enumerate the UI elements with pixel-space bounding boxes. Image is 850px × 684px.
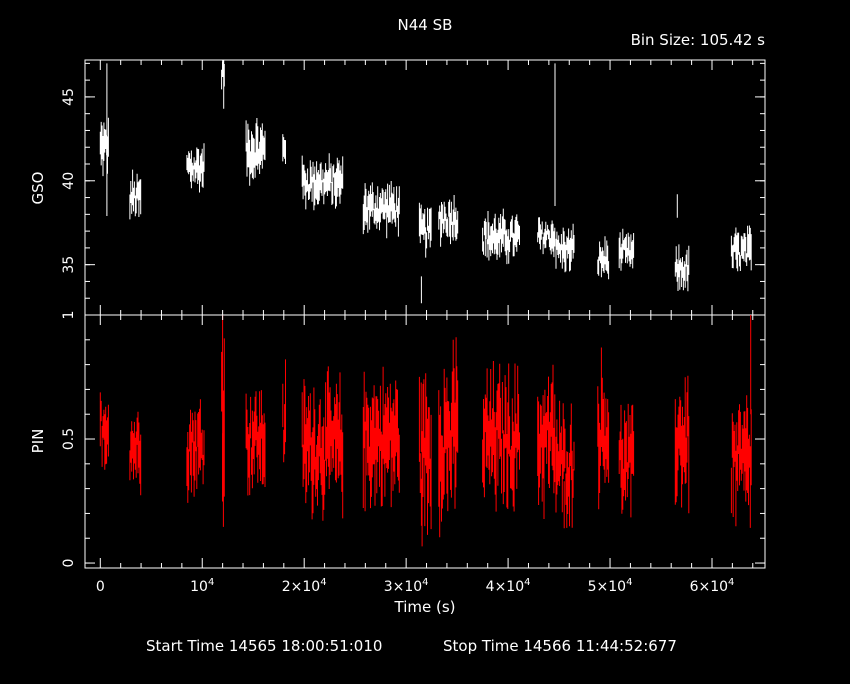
pin-data-segment [674, 375, 690, 514]
x-tick-label: 4×104 [486, 577, 531, 595]
gso-data-segment [129, 169, 142, 220]
gso-tick-label: 35 [61, 256, 77, 274]
gso-data-segment [555, 223, 575, 273]
gso-axis-label: GSO [29, 172, 47, 205]
pin-data-segment [301, 366, 344, 521]
pin-data-segment [99, 392, 109, 470]
gso-panel: 35 40 45 GSO [29, 59, 766, 316]
gso-data-segment [186, 143, 205, 193]
pin-data-segment [418, 373, 432, 547]
x-tick-labels: 0 104 2×104 3×104 4×104 5×104 6×104 [96, 577, 735, 595]
stop-time-text: Stop Time 14566 11:44:52:677 [443, 637, 677, 655]
gso-data-segment [597, 236, 610, 280]
pin-frame [84, 314, 766, 569]
x-tick-label: 104 [190, 577, 214, 595]
gso-data-segment [438, 195, 459, 247]
pin-tick-group: 00.51 [61, 311, 765, 568]
gso-tick-label: 40 [61, 172, 77, 190]
gso-data-segment [674, 194, 690, 292]
start-time-text: Start Time 14565 18:00:51:010 [146, 637, 382, 655]
pin-tick-label: 1 [61, 311, 77, 320]
gso-data-segment [99, 63, 109, 216]
pin-data-segment [129, 411, 142, 496]
gso-data-segment [282, 134, 286, 164]
pin-data-segment [438, 337, 459, 538]
gso-tick-group: 35 40 45 [61, 62, 765, 316]
pin-data-segment [730, 315, 752, 528]
x-tick-label: 5×104 [588, 577, 633, 595]
pin-data-segment [597, 347, 610, 510]
x-tick-label: 6×104 [690, 577, 735, 595]
pin-data-segment [618, 403, 635, 518]
x-tick-label: 0 [96, 579, 105, 595]
gso-data-segment [418, 202, 432, 304]
gso-frame [84, 59, 766, 316]
gso-series [99, 60, 752, 304]
pin-series [99, 315, 752, 547]
pin-tick-label: 0.5 [61, 428, 77, 450]
pin-data-segment [537, 364, 556, 519]
pin-data-segment [362, 366, 400, 512]
pin-tick-label: 0 [61, 559, 77, 568]
pin-data-segment [482, 361, 520, 512]
gso-tick-label: 45 [61, 88, 77, 106]
pin-data-segment [555, 400, 575, 529]
pin-data-segment [245, 390, 266, 496]
chart-title: N44 SB [398, 16, 453, 34]
gso-data-segment [730, 225, 752, 272]
bin-size-annotation: Bin Size: 105.42 s [631, 31, 766, 49]
pin-data-segment [221, 315, 225, 527]
gso-data-segment [245, 118, 266, 186]
gso-data-segment [537, 63, 556, 258]
x-tick-label: 2×104 [282, 577, 327, 595]
x-tick-group [99, 60, 754, 568]
gso-data-segment [482, 208, 520, 265]
pin-data-segment [282, 359, 286, 463]
x-axis-label: Time (s) [394, 598, 456, 616]
pin-axis-label: PIN [29, 429, 47, 454]
gso-data-segment [301, 153, 344, 211]
pin-data-segment [186, 399, 205, 503]
x-tick-label: 3×104 [384, 577, 429, 595]
gso-data-segment [618, 228, 635, 271]
gso-data-segment [221, 60, 225, 109]
gso-data-segment [362, 181, 400, 239]
pin-panel: 00.51 PIN [29, 311, 766, 569]
